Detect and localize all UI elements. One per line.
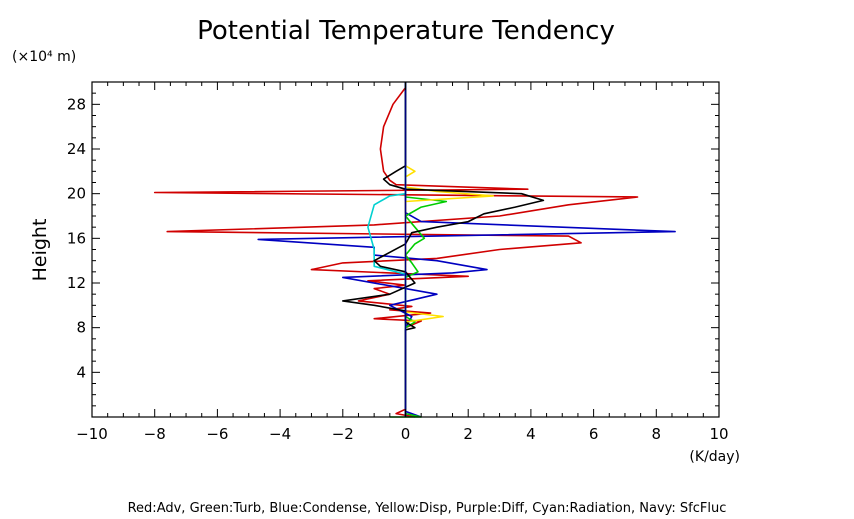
chart-title: Potential Temperature Tendency bbox=[197, 16, 615, 46]
y-tick-label: 20 bbox=[67, 185, 86, 203]
y-tick-label: 24 bbox=[67, 140, 86, 158]
x-tick-label: 8 bbox=[652, 425, 662, 443]
x-tick-label: 0 bbox=[401, 425, 411, 443]
y-axis-label: Height bbox=[29, 219, 51, 282]
series-line-2 bbox=[389, 82, 448, 418]
series-line-4 bbox=[367, 82, 407, 417]
y-tick-label: 28 bbox=[67, 95, 86, 113]
y-tick-label: 16 bbox=[67, 229, 86, 247]
series-line-5 bbox=[342, 82, 545, 417]
x-tick-label: −10 bbox=[76, 425, 108, 443]
legend-footnote: Red:Adv, Green:Turb, Blue:Condense, Yell… bbox=[128, 501, 727, 516]
x-tick-label: 4 bbox=[526, 425, 536, 443]
x-tick-label: 10 bbox=[709, 425, 728, 443]
series-line-0 bbox=[153, 87, 639, 418]
x-tick-label: 6 bbox=[589, 425, 599, 443]
x-axis-unit: (K/day) bbox=[689, 449, 740, 465]
series-layer bbox=[153, 82, 676, 418]
y-tick-label: 4 bbox=[76, 363, 86, 381]
y-tick-label: 12 bbox=[67, 274, 86, 292]
y-axis-unit: (×10⁴ m) bbox=[12, 49, 76, 65]
y-tick-label: 8 bbox=[76, 319, 86, 337]
x-tick-label: −6 bbox=[206, 425, 228, 443]
series-line-1 bbox=[257, 82, 676, 418]
x-tick-label: −8 bbox=[144, 425, 166, 443]
x-tick-label: 2 bbox=[463, 425, 473, 443]
x-tick-label: −4 bbox=[269, 425, 291, 443]
series-line-3 bbox=[404, 82, 495, 417]
x-tick-label: −2 bbox=[332, 425, 354, 443]
